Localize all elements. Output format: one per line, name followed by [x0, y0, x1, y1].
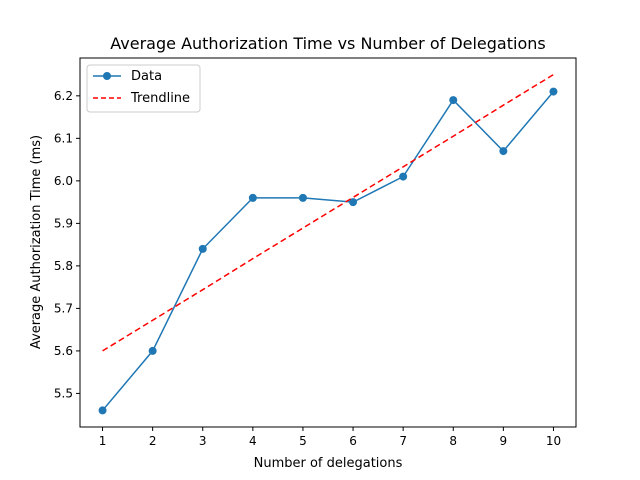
legend-entry-data: Data [131, 69, 162, 84]
data-point [148, 346, 157, 355]
y-tick-label: 5.8 [54, 259, 73, 273]
legend-data-marker [103, 72, 111, 80]
data-point [298, 193, 307, 202]
data-point [449, 96, 458, 105]
x-tick-label: 8 [449, 434, 457, 448]
data-point [198, 244, 207, 253]
legend: Data Trendline [86, 64, 201, 113]
series-trendline [102, 73, 554, 352]
y-tick-label: 5.7 [54, 301, 73, 315]
plot-area [79, 57, 577, 428]
x-axis: 1 2 3 4 5 6 7 8 9 10 [99, 427, 561, 448]
data-point [98, 406, 107, 415]
y-axis-label: Average Authorization Time (ms) [29, 135, 44, 349]
x-tick-label: 1 [99, 434, 107, 448]
y-tick-label: 5.9 [54, 216, 73, 230]
data-point [549, 87, 558, 96]
x-tick-label: 7 [399, 434, 407, 448]
x-tick-label: 4 [249, 434, 257, 448]
data-point [349, 198, 358, 207]
x-tick-label: 9 [500, 434, 508, 448]
x-axis-label: Number of delegations [254, 456, 403, 471]
data-point [399, 172, 408, 181]
x-tick-label: 5 [299, 434, 307, 448]
y-tick-label: 6.1 [54, 131, 73, 145]
legend-entry-trendline: Trendline [130, 91, 190, 106]
y-tick-label: 5.6 [54, 344, 73, 358]
y-tick-label: 6.0 [54, 174, 73, 188]
x-tick-label: 6 [349, 434, 357, 448]
y-tick-label: 6.2 [54, 89, 73, 103]
series-layer [98, 73, 558, 415]
x-tick-label: 3 [199, 434, 207, 448]
series-data-line [101, 91, 555, 411]
data-point [248, 193, 257, 202]
chart-title: Average Authorization Time vs Number of … [110, 34, 545, 53]
plot-frame [79, 57, 577, 428]
x-tick-label: 2 [149, 434, 157, 448]
data-point [499, 147, 508, 156]
x-tick-label: 10 [546, 434, 561, 448]
y-tick-label: 5.5 [54, 386, 73, 400]
y-axis: 5.5 5.6 5.7 5.8 5.9 6.0 6.1 6.2 [54, 89, 80, 400]
